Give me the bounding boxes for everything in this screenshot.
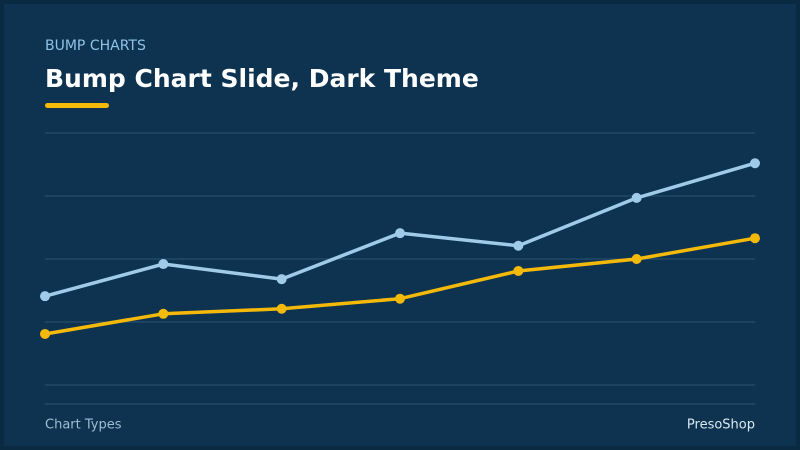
- slide-title: Bump Chart Slide, Dark Theme: [45, 64, 479, 93]
- eyebrow: BUMP CHARTS: [45, 38, 146, 54]
- data-point: [750, 233, 760, 244]
- footer-right: PresoShop: [687, 418, 755, 433]
- data-point: [513, 240, 524, 251]
- title-underline: [45, 103, 109, 108]
- data-point: [158, 259, 169, 270]
- data-point: [276, 274, 287, 285]
- data-point: [276, 303, 287, 314]
- data-point: [40, 291, 50, 302]
- data-point: [158, 308, 169, 319]
- data-point: [750, 158, 760, 169]
- data-point: [513, 265, 524, 276]
- footer-left: Chart Types: [45, 418, 122, 433]
- data-point: [631, 192, 642, 203]
- data-point: [395, 293, 405, 304]
- data-point: [395, 228, 405, 239]
- data-point: [40, 328, 50, 339]
- slide-background: [4, 4, 796, 446]
- data-point: [631, 254, 642, 264]
